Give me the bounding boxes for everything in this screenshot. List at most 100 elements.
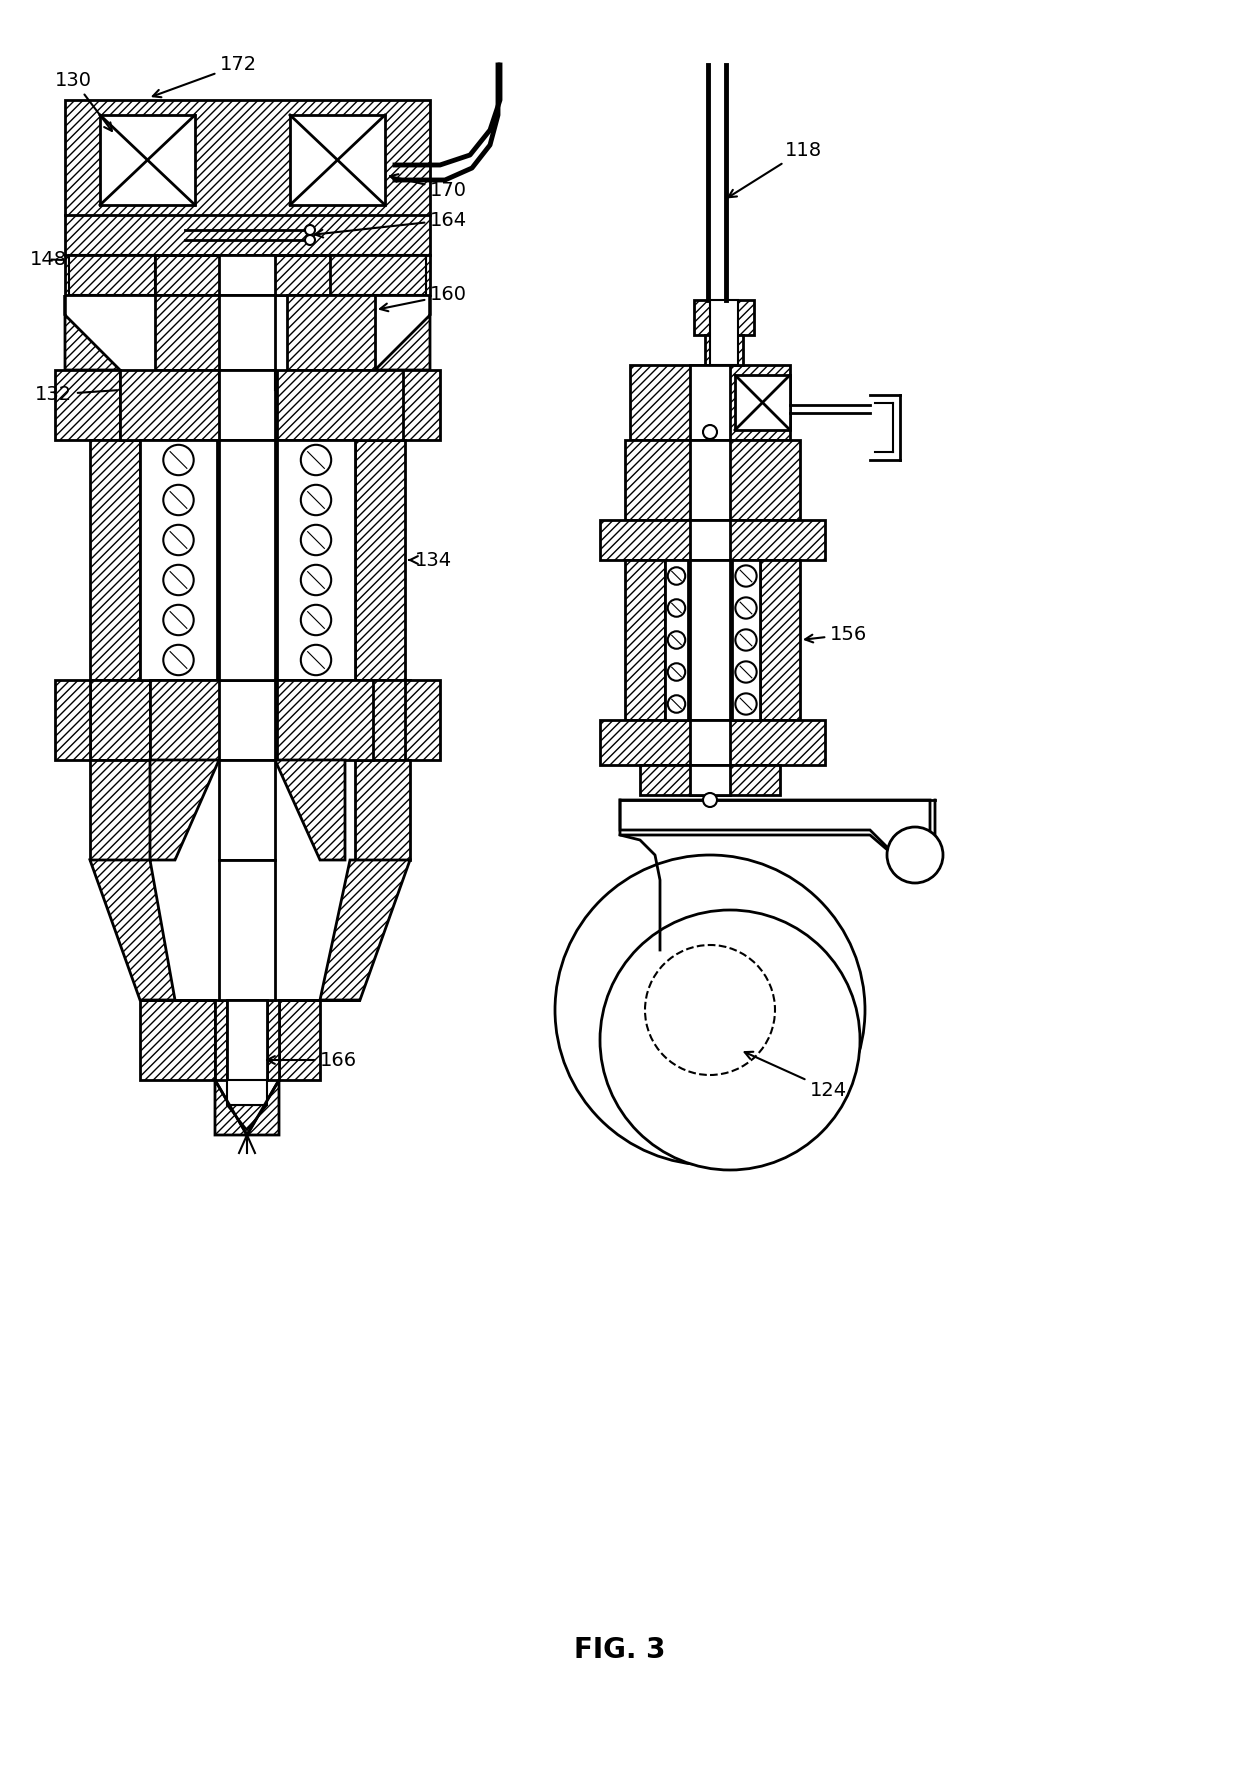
- Bar: [155, 295, 247, 370]
- Bar: [277, 370, 403, 440]
- Circle shape: [600, 911, 861, 1170]
- Text: 124: 124: [745, 1052, 847, 1100]
- Polygon shape: [227, 1106, 267, 1131]
- Circle shape: [164, 524, 193, 555]
- Circle shape: [164, 605, 193, 635]
- Bar: [91, 440, 140, 680]
- Bar: [219, 295, 275, 370]
- Polygon shape: [150, 760, 219, 861]
- Bar: [91, 760, 150, 861]
- Text: 172: 172: [153, 55, 257, 97]
- Circle shape: [668, 567, 686, 585]
- Bar: [355, 760, 410, 861]
- Bar: [330, 256, 427, 295]
- Polygon shape: [620, 800, 930, 861]
- Bar: [355, 440, 405, 680]
- Bar: [689, 440, 730, 521]
- Bar: [150, 680, 250, 760]
- Circle shape: [668, 664, 686, 682]
- Circle shape: [164, 445, 193, 476]
- Circle shape: [668, 599, 686, 617]
- Bar: [227, 1081, 267, 1106]
- Circle shape: [164, 565, 193, 596]
- Bar: [55, 370, 120, 440]
- Bar: [69, 256, 155, 295]
- Text: 160: 160: [379, 286, 467, 311]
- Bar: [140, 440, 217, 680]
- Bar: [279, 1000, 320, 1081]
- Circle shape: [703, 426, 717, 438]
- Circle shape: [301, 445, 331, 476]
- Text: 164: 164: [315, 211, 467, 238]
- Bar: [689, 766, 730, 794]
- Bar: [120, 370, 246, 440]
- Text: 132: 132: [35, 385, 118, 404]
- Bar: [219, 370, 275, 440]
- Bar: [355, 680, 410, 760]
- Polygon shape: [247, 1081, 279, 1134]
- Text: 170: 170: [389, 174, 467, 200]
- Circle shape: [887, 827, 942, 884]
- Text: 118: 118: [728, 141, 822, 197]
- Bar: [760, 560, 800, 719]
- Text: FIG. 3: FIG. 3: [574, 1635, 666, 1664]
- Circle shape: [301, 485, 331, 515]
- Circle shape: [305, 234, 315, 245]
- Text: 156: 156: [805, 624, 867, 644]
- Bar: [215, 1000, 227, 1081]
- Polygon shape: [374, 295, 430, 370]
- Bar: [219, 861, 275, 1000]
- Bar: [277, 680, 373, 760]
- Circle shape: [735, 662, 756, 683]
- Bar: [405, 680, 440, 760]
- Bar: [155, 256, 330, 295]
- Circle shape: [735, 565, 756, 587]
- Circle shape: [703, 793, 717, 807]
- Bar: [600, 521, 825, 560]
- Polygon shape: [275, 760, 345, 861]
- Circle shape: [164, 485, 193, 515]
- Bar: [91, 680, 150, 760]
- Circle shape: [301, 524, 331, 555]
- Bar: [694, 301, 754, 335]
- Bar: [55, 680, 91, 760]
- Circle shape: [735, 630, 756, 651]
- Bar: [290, 114, 384, 206]
- Bar: [706, 335, 743, 365]
- Bar: [374, 370, 440, 440]
- Bar: [219, 760, 275, 861]
- Polygon shape: [64, 295, 120, 370]
- Bar: [625, 440, 800, 521]
- Polygon shape: [91, 861, 175, 1000]
- Bar: [227, 1000, 267, 1081]
- Text: 134: 134: [409, 551, 453, 569]
- Circle shape: [735, 694, 756, 714]
- Bar: [277, 440, 355, 680]
- Bar: [711, 301, 738, 365]
- Bar: [267, 1000, 279, 1081]
- Bar: [219, 256, 275, 295]
- Bar: [219, 440, 275, 680]
- Bar: [689, 560, 730, 719]
- Bar: [689, 521, 730, 560]
- Text: 130: 130: [55, 70, 112, 131]
- Bar: [140, 1000, 215, 1081]
- Bar: [600, 719, 825, 766]
- Polygon shape: [215, 1081, 247, 1134]
- Circle shape: [301, 644, 331, 674]
- Bar: [286, 295, 374, 370]
- Polygon shape: [320, 861, 410, 1000]
- Bar: [640, 766, 780, 794]
- Circle shape: [301, 565, 331, 596]
- Bar: [689, 365, 730, 440]
- Bar: [100, 114, 195, 206]
- Circle shape: [668, 632, 686, 649]
- Bar: [625, 560, 665, 719]
- Bar: [64, 100, 430, 295]
- Bar: [665, 560, 688, 719]
- Circle shape: [164, 644, 193, 674]
- Text: 166: 166: [267, 1050, 357, 1070]
- Bar: [689, 719, 730, 766]
- Bar: [732, 560, 760, 719]
- Circle shape: [735, 598, 756, 619]
